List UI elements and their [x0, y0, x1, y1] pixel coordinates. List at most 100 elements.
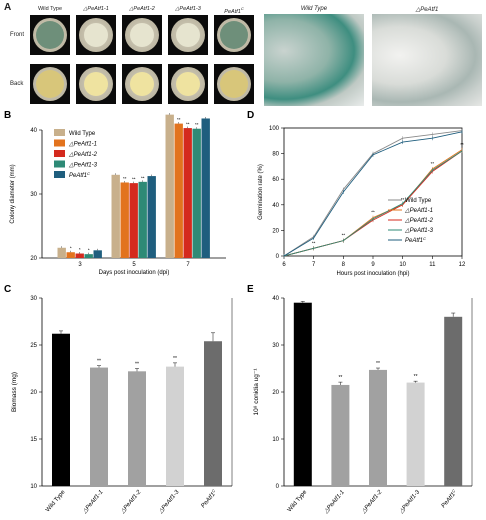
fungal-colony [130, 23, 154, 47]
germination-rate-chart: 0 20 40 60 80 100 6 7 8 9 10 11 12 Germination rate (… [258, 126, 466, 277]
panel-c-label: C [4, 284, 11, 295]
bar [293, 302, 312, 486]
conidia-chart: 0 10 20 30 40 10⁸ conidia ug⁻¹ Wild Type ** △PeA… [253, 296, 473, 516]
x-tick-label: △PeAtf1-3 [157, 489, 181, 516]
bar [369, 369, 387, 486]
y-tick-label: 25 [30, 343, 37, 349]
x-tick-label: △PeAtf1-2 [119, 489, 143, 516]
panel-d-label: D [247, 110, 254, 121]
legend-label: △PeAtf1-1 [68, 142, 97, 148]
bar [174, 123, 183, 258]
x-tick-label: 12 [459, 262, 466, 268]
legend-label: Wild Type [69, 131, 96, 137]
y-tick-label: 10 [30, 484, 37, 490]
significance-mark: ** [141, 175, 145, 180]
bar [52, 333, 70, 486]
agar-plate [217, 67, 251, 101]
row-label-back: Back [10, 81, 24, 87]
bar [111, 174, 120, 258]
x-tick-label: PeAtf1C [199, 488, 219, 510]
significance-mark: * [88, 248, 90, 253]
panel-b-label: B [4, 110, 11, 121]
y-axis-label: Biomass (mg) [11, 372, 18, 412]
x-axis-label: Days post inoculation (dpi) [99, 270, 170, 276]
petri-dish [76, 64, 116, 104]
y-tick-label: 40 [30, 128, 37, 134]
legend-label: Wild Type [405, 198, 432, 204]
y-tick-label: 20 [30, 256, 37, 262]
x-tick-label: 11 [429, 262, 436, 268]
petri-dish [30, 64, 70, 104]
bar [120, 182, 129, 258]
significance-mark: ** [338, 375, 342, 381]
column-header-0: Wild Type [37, 6, 63, 12]
fungal-colony [176, 72, 200, 96]
x-tick-label: 10 [399, 262, 406, 268]
y-axis-label: Germination rate (%) [258, 164, 264, 220]
x-tick-label: △PeAtf1-3 [398, 489, 422, 516]
significance-mark: ** [177, 117, 181, 122]
agar-plate [79, 67, 113, 101]
fungal-colony [176, 23, 200, 47]
mutant-closeup-photo [372, 14, 482, 106]
fungal-colony [36, 70, 64, 98]
y-tick-label: 10 [272, 437, 279, 443]
petri-dish [168, 64, 208, 104]
panel-e-label: E [247, 284, 254, 295]
bar [406, 382, 425, 486]
petri-dish [214, 64, 254, 104]
significance-mark: ** [414, 374, 418, 380]
bar [165, 114, 174, 258]
significance-mark: * [79, 247, 81, 252]
panel-a-label: A [4, 2, 12, 13]
bar [90, 367, 108, 486]
row-label-front: Front [10, 32, 25, 38]
petri-dish [214, 15, 254, 55]
x-tick-label: 5 [132, 262, 136, 268]
agar-plate [125, 18, 159, 52]
bar [166, 366, 184, 486]
y-tick-label: 30 [30, 296, 37, 302]
legend-swatch [54, 150, 65, 157]
plot-frame [283, 127, 463, 257]
bar [147, 176, 156, 258]
bar [66, 252, 75, 258]
bar [331, 384, 350, 486]
significance-mark: ** [173, 356, 177, 362]
x-tick-label: 6 [282, 262, 286, 268]
legend-swatch [54, 129, 65, 136]
photo-label-mutant: △PeAtf1 [415, 7, 439, 13]
y-tick-label: 60 [272, 177, 279, 183]
colony-diameter-chart: 20 30 40 Colony diameter (mm) Days post inoc… [10, 113, 226, 276]
petri-dish [168, 15, 208, 55]
bar [128, 371, 146, 486]
x-tick-label: △PeAtf1-1 [81, 489, 104, 515]
agar-plate [33, 18, 67, 52]
petri-dish [122, 15, 162, 55]
legend-label: PeAtf1C [405, 236, 426, 245]
column-header-2: △PeAtf1-2 [129, 6, 155, 12]
column-header-3: △PeAtf1-3 [175, 6, 201, 12]
x-tick-label: △PeAtf1-1 [323, 489, 346, 515]
agar-plate [171, 18, 205, 52]
legend-label: △PeAtf1-2 [68, 152, 98, 158]
y-tick-label: 0 [276, 484, 280, 490]
petri-dish [76, 15, 116, 55]
significance-mark: ** [132, 177, 136, 182]
x-tick-label: 7 [312, 262, 316, 268]
x-tick-label: 3 [78, 262, 82, 268]
bar [444, 316, 463, 486]
y-axis-label: 10⁸ conidia ug⁻¹ [253, 368, 260, 416]
x-tick-label: 9 [371, 262, 375, 268]
significance-mark: ** [376, 361, 380, 367]
significance-mark: * [70, 246, 72, 251]
bar [138, 181, 147, 258]
y-tick-label: 30 [272, 343, 279, 349]
column-header-1: △PeAtf1-1 [83, 6, 109, 12]
y-tick-label: 20 [272, 390, 279, 396]
x-tick-label: 7 [186, 262, 190, 268]
bar [192, 128, 201, 258]
x-tick-label: Wild Type [45, 489, 67, 513]
bar [204, 341, 222, 486]
agar-plate [33, 67, 67, 101]
